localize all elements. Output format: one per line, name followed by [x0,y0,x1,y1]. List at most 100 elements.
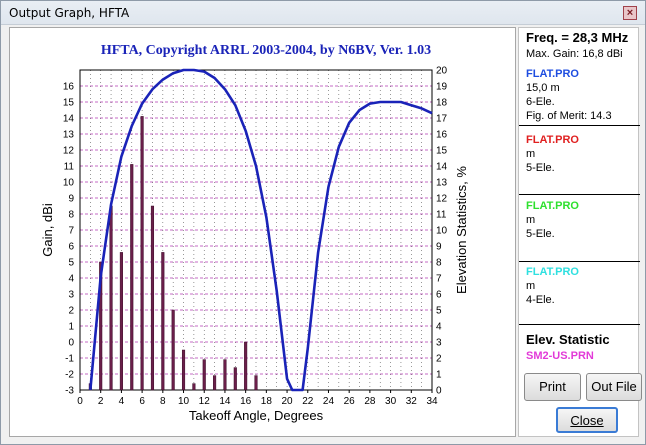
file-3-line-2: 5-Ele. [526,228,555,240]
x-tick-label: 10 [178,396,190,407]
y-right-tick-label: 8 [436,258,442,269]
file-name-2: FLAT.PRO [526,134,579,146]
file-1-line-2: 6-Ele. [526,96,555,108]
file-2-line-1: m [526,148,536,160]
x-tick-label: 32 [406,396,418,407]
y-right-tick-label: 11 [436,210,447,221]
y-right-tick-label: 15 [436,146,448,157]
stat-bar [213,375,217,391]
y-right-axis-label: Elevation Statistics, % [454,166,469,294]
y-right-tick-label: 9 [436,242,442,253]
x-tick-label: 24 [323,396,335,407]
y-left-tick-label: 14 [63,114,75,125]
y-left-tick-label: 1 [68,322,74,333]
x-tick-label: 34 [426,396,438,407]
x-tick-label: 26 [344,396,356,407]
y-right-tick-label: 7 [436,274,442,285]
y-right-tick-label: 4 [436,322,442,333]
file-2-line-2: 5-Ele. [526,162,555,174]
x-tick-label: 14 [219,396,231,407]
stat-bar [181,349,186,391]
stat-bar [130,164,134,391]
y-right-tick-label: 17 [436,114,448,125]
stat-bar [223,359,227,391]
y-left-tick-label: -1 [65,354,74,365]
y-right-tick-label: 1 [436,370,442,381]
x-tick-label: 28 [364,396,376,407]
x-tick-label: 16 [240,396,252,407]
file-name-3: FLAT.PRO [526,200,579,212]
y-right-tick-label: 2 [436,354,442,365]
stat-bar [109,205,113,391]
info-panel: Freq. = 28,3 MHz Max. Gain: 16,8 dBi FLA… [518,27,640,437]
y-right-tick-label: 16 [436,130,448,141]
y-left-tick-label: 13 [63,130,75,141]
y-left-axis-label: Gain, dBi [40,203,55,257]
stat-bar [140,116,144,391]
y-left-tick-label: 7 [68,226,74,237]
y-right-tick-label: 6 [436,290,442,301]
y-left-tick-label: 16 [63,82,75,93]
separator-2 [519,194,640,195]
y-left-tick-label: 12 [63,146,75,157]
stat-bar [171,309,175,391]
max-gain-label: Max. Gain: 16,8 dBi [526,48,623,60]
window-close-icon[interactable]: × [623,6,637,20]
stat-bar [244,341,248,391]
y-left-tick-label: 2 [68,306,74,317]
stat-bar [150,205,155,391]
file-4-line-2: 4-Ele. [526,294,555,306]
separator-4 [519,324,640,325]
y-left-tick-label: 9 [68,194,74,205]
x-tick-label: 12 [199,396,211,407]
file-name-4: FLAT.PRO [526,266,579,278]
stat-bar [233,367,237,391]
y-left-tick-label: 15 [63,98,75,109]
y-left-tick-label: 4 [68,274,74,285]
graph-panel: HFTA, Copyright ARRL 2003-2004, by N6BV,… [9,27,516,437]
y-right-tick-label: 19 [436,82,448,93]
stat-bar [254,375,258,391]
y-left-tick-label: 11 [64,162,75,173]
x-tick-label: 30 [385,396,397,407]
y-left-tick-label: 8 [68,210,74,221]
y-right-tick-label: 10 [436,226,448,237]
y-left-tick-label: -2 [65,370,74,381]
file-name-1: FLAT.PRO [526,68,579,80]
file-3-line-1: m [526,214,536,226]
close-button-label: Close [570,413,604,428]
print-button[interactable]: Print [524,373,581,401]
gain-chart: HFTA, Copyright ARRL 2003-2004, by N6BV,… [40,43,469,423]
gain-curve [89,68,433,392]
y-left-tick-label: -3 [65,386,74,397]
y-right-tick-label: 12 [436,194,448,205]
stat-bar [119,252,123,391]
file-1-line-3: Fig. of Merit: 14.3 [526,110,612,122]
y-left-tick-label: 6 [68,242,74,253]
out-file-button[interactable]: Out File [586,373,642,401]
y-right-tick-label: 3 [436,338,442,349]
title-bar: Output Graph, HFTA × [1,1,645,25]
y-right-tick-label: 0 [436,386,442,397]
x-tick-label: 22 [302,396,314,407]
x-axis-label: Takeoff Angle, Degrees [189,408,324,423]
x-tick-label: 2 [98,396,104,407]
elevation-statistic-title: Elev. Statistic [526,332,610,347]
stat-bar [202,359,206,391]
window-title: Output Graph, HFTA [9,6,130,20]
stat-bar [161,252,165,391]
separator-1 [519,125,640,126]
y-left-tick-label: 3 [68,290,74,301]
elevation-file-name: SM2-US.PRN [526,350,594,362]
y-right-tick-label: 14 [436,162,448,173]
frequency-label: Freq. = 28,3 MHz [526,30,629,45]
x-tick-label: 18 [261,396,273,407]
x-tick-label: 4 [119,396,125,407]
x-tick-label: 8 [160,396,166,407]
x-tick-label: 20 [281,396,293,407]
close-button[interactable]: Close [556,407,618,433]
chart-title: HFTA, Copyright ARRL 2003-2004, by N6BV,… [101,43,431,58]
y-right-tick-label: 18 [436,98,448,109]
y-left-tick-label: 5 [68,258,74,269]
